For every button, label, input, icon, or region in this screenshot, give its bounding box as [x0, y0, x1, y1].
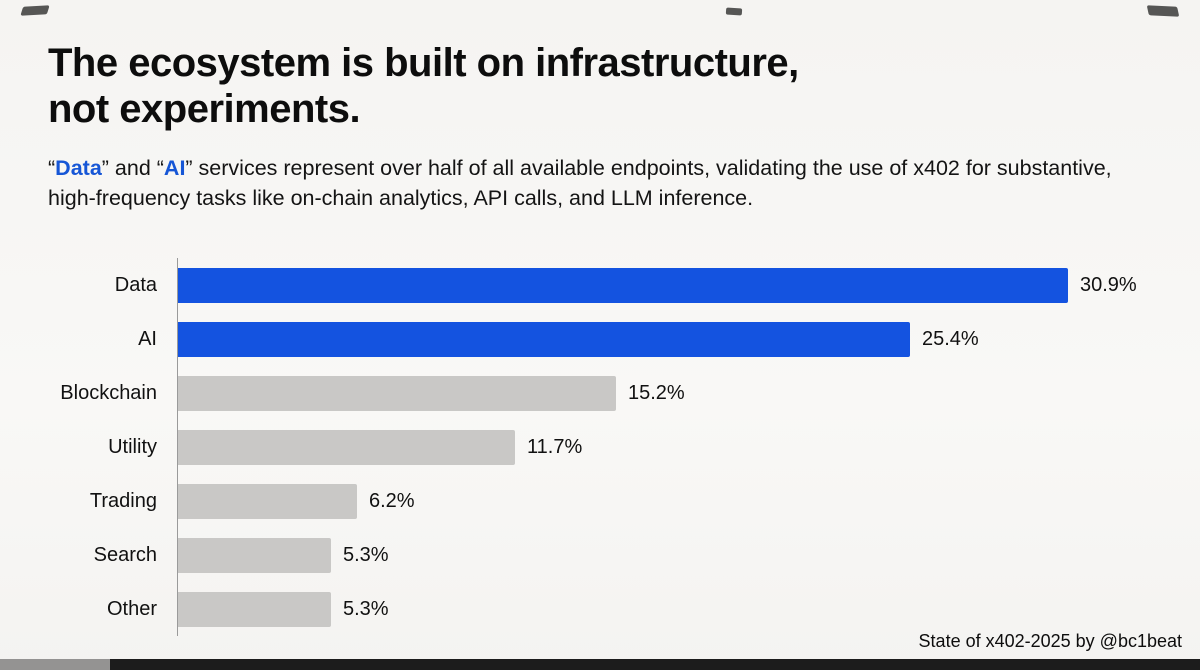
chart-row: Trading 6.2%	[90, 474, 1200, 528]
value-label: 30.9%	[1080, 273, 1137, 296]
subtitle-highlight: AI	[163, 156, 186, 180]
subtitle-highlight: Data	[55, 156, 102, 180]
bar-utility	[178, 429, 515, 465]
category-label: Trading	[89, 489, 157, 512]
chart-row: Data 30.9%	[115, 258, 1200, 312]
bottom-strip	[0, 659, 1200, 670]
chart-rows: Data 30.9% AI 25.4% Blockchain 15.2% Utility 11…	[60, 258, 1200, 636]
category-label: Utility	[108, 435, 157, 458]
value-label: 6.2%	[369, 489, 415, 512]
value-label: 5.3%	[343, 597, 389, 620]
value-label: 11.7%	[527, 435, 583, 458]
bar-search	[178, 537, 331, 573]
scan-artifact	[20, 5, 50, 16]
title-line-1: The ecosystem is built on infrastructure…	[48, 41, 799, 85]
subtitle: “Data” and “AI” services represent over …	[48, 154, 1152, 213]
subtitle-text: ” and “	[101, 156, 164, 180]
header: The ecosystem is built on infrastructure…	[0, 0, 1200, 213]
bar-blockchain	[178, 375, 616, 411]
chart-row: Blockchain 15.2%	[60, 366, 1200, 420]
category-label: Other	[106, 597, 157, 620]
page-title: The ecosystem is built on infrastructure…	[48, 40, 1152, 132]
chart-row: Other 5.3%	[107, 582, 1200, 636]
category-label: Search	[93, 543, 157, 566]
chart-row: AI 25.4%	[138, 312, 1200, 366]
title-line-2: not experiments.	[48, 87, 361, 131]
chart-row: Utility 11.7%	[108, 420, 1200, 474]
bar-ai	[178, 321, 910, 357]
bar-trading	[178, 483, 357, 519]
credit-text: State of x402-2025 by @bc1beat	[918, 631, 1182, 651]
chart-row: Search 5.3%	[94, 528, 1200, 582]
scan-artifact	[725, 7, 743, 16]
value-label: 25.4%	[922, 327, 979, 350]
scan-artifact	[1146, 5, 1180, 17]
category-label: AI	[138, 327, 157, 350]
subtitle-text: ” services represent over half of all av…	[48, 156, 1112, 210]
value-label: 15.2%	[628, 381, 685, 404]
bar-chart: Data 30.9% AI 25.4% Blockchain 15.2% Utility 11…	[0, 258, 1200, 636]
value-label: 5.3%	[343, 543, 389, 566]
subtitle-text: “	[48, 156, 56, 180]
bar-other	[178, 591, 331, 627]
category-label: Blockchain	[60, 381, 157, 404]
bar-data	[178, 267, 1068, 303]
category-label: Data	[114, 273, 157, 296]
